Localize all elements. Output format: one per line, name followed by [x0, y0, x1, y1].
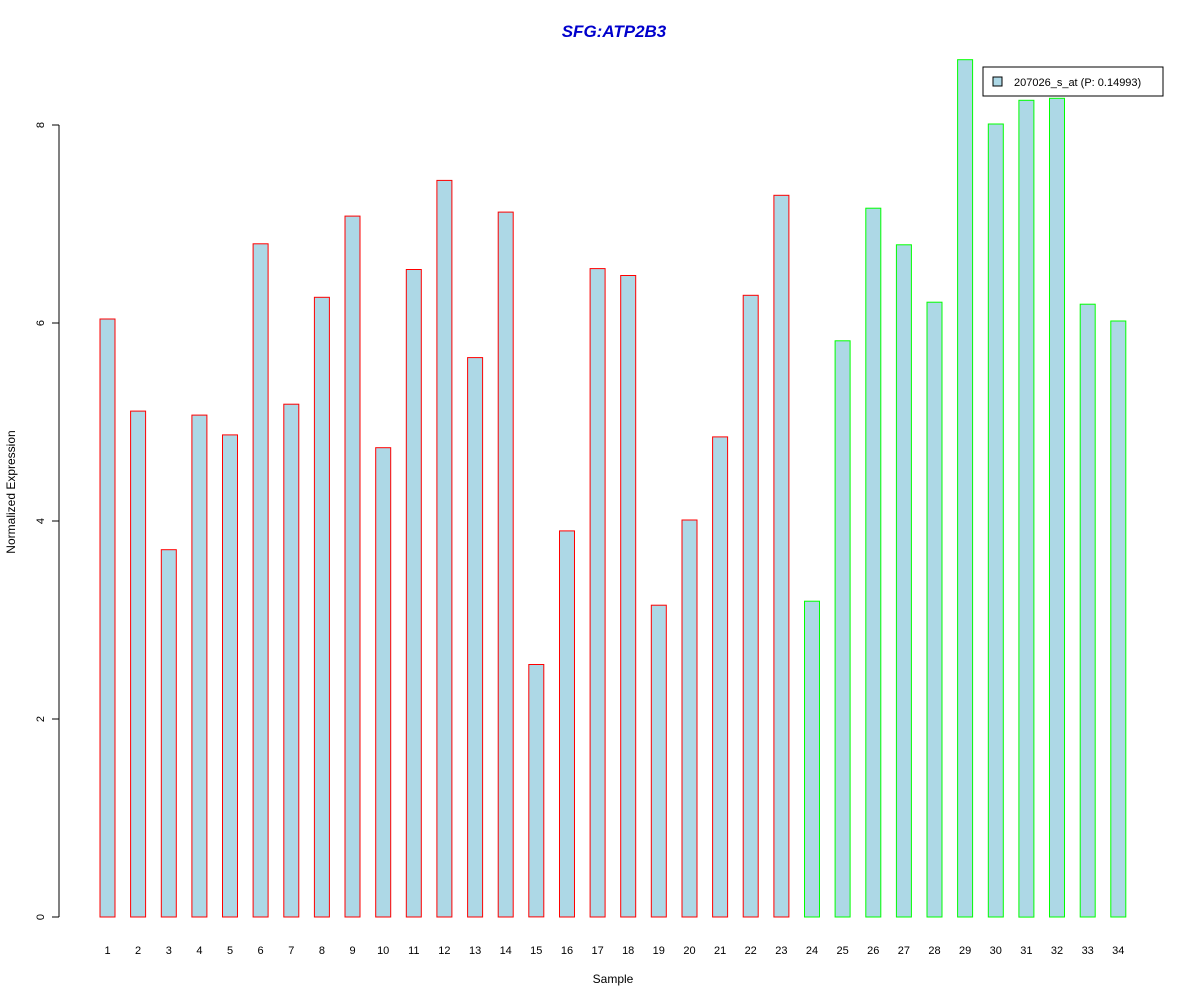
x-tick-label: 33	[1082, 945, 1094, 957]
bar	[926, 301, 943, 918]
bar	[804, 600, 820, 918]
x-axis-tick-labels: 1 2 3 4 5 6 7 8 9 10 11 12 13 14 15 16 17 18 19 20 21 22 23 24 2…	[104, 945, 1124, 957]
x-tick-label: 32	[1051, 945, 1063, 957]
bar	[252, 243, 269, 918]
bar	[650, 604, 667, 918]
legend: 207026_s_at (P: 0.14993)	[982, 66, 1164, 97]
x-tick-label: 28	[928, 945, 940, 957]
bars-group	[99, 59, 1127, 918]
x-tick-label: 34	[1112, 945, 1124, 957]
x-tick-label: 6	[258, 945, 264, 957]
y-tick-label: 2	[35, 716, 47, 722]
x-tick-label: 29	[959, 945, 971, 957]
bar	[313, 296, 330, 918]
bar	[1079, 303, 1096, 918]
x-tick-label: 19	[653, 945, 665, 957]
x-tick-label: 8	[319, 945, 325, 957]
x-tick-label: 3	[166, 945, 172, 957]
x-tick-label: 20	[683, 945, 695, 957]
bar	[436, 179, 453, 918]
y-axis-label: Normalized Expression	[4, 430, 18, 553]
x-tick-label: 4	[196, 945, 202, 957]
x-tick-label: 26	[867, 945, 879, 957]
bar	[895, 244, 912, 918]
bar	[681, 519, 698, 918]
x-tick-label: 23	[775, 945, 787, 957]
x-tick-label: 25	[836, 945, 848, 957]
bar	[528, 664, 545, 918]
bar	[160, 549, 177, 918]
x-tick-label: 12	[438, 945, 450, 957]
bar	[1018, 99, 1035, 918]
x-tick-label: 1	[104, 945, 110, 957]
bar	[589, 268, 606, 918]
bar	[344, 215, 361, 918]
x-tick-label: 13	[469, 945, 481, 957]
chart-title: SFG:ATP2B3	[562, 22, 667, 41]
bar	[987, 123, 1004, 918]
x-tick-label: 14	[500, 945, 512, 957]
bar	[742, 294, 759, 918]
bar	[865, 207, 882, 918]
bar	[467, 357, 484, 918]
x-tick-label: 27	[898, 945, 910, 957]
bar	[773, 194, 790, 918]
bar	[222, 434, 238, 918]
x-tick-label: 11	[408, 945, 419, 957]
bar	[283, 403, 300, 918]
bar	[559, 530, 575, 918]
x-tick-label: 16	[561, 945, 573, 957]
x-tick-label: 21	[714, 945, 726, 957]
x-tick-label: 18	[622, 945, 634, 957]
bar	[130, 410, 147, 918]
x-tick-label: 9	[349, 945, 355, 957]
y-tick-label: 6	[35, 320, 47, 326]
x-tick-label: 5	[227, 945, 233, 957]
x-tick-label: 17	[591, 945, 603, 957]
y-tick-label: 4	[35, 518, 47, 524]
legend-swatch	[992, 76, 1003, 87]
y-tick-label: 0	[35, 914, 47, 920]
bar	[497, 211, 514, 918]
x-tick-label: 24	[806, 945, 818, 957]
bar	[620, 275, 637, 918]
y-axis-ticks: 0 2 4 6 8	[35, 122, 59, 920]
x-tick-label: 22	[745, 945, 757, 957]
x-tick-label: 15	[530, 945, 542, 957]
bar	[712, 436, 729, 918]
y-tick-label: 8	[35, 122, 47, 128]
bar	[405, 269, 422, 918]
bar	[99, 318, 116, 918]
x-tick-label: 10	[377, 945, 389, 957]
x-tick-label: 30	[990, 945, 1002, 957]
x-tick-label: 31	[1020, 945, 1032, 957]
legend-box	[982, 66, 1164, 97]
bar	[1110, 320, 1127, 918]
bar	[957, 59, 974, 918]
x-axis-label: Sample	[593, 972, 634, 986]
bar	[834, 340, 851, 918]
bar	[375, 447, 392, 918]
x-tick-label: 2	[135, 945, 141, 957]
bar	[191, 414, 208, 918]
x-tick-label: 7	[288, 945, 294, 957]
legend-label: 207026_s_at (P: 0.14993)	[1014, 77, 1141, 89]
bar	[1049, 97, 1065, 918]
